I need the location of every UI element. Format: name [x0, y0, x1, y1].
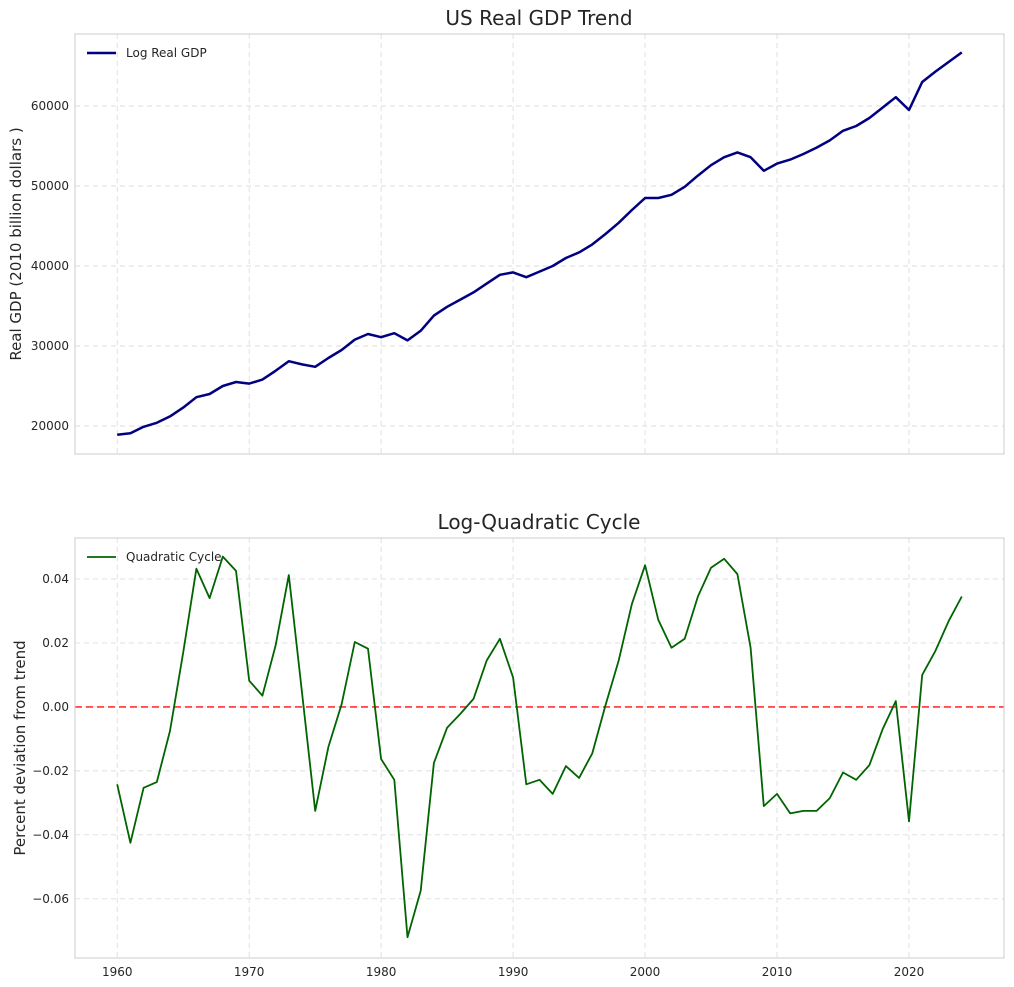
- chart-title: US Real GDP Trend: [445, 6, 632, 30]
- y-tick-label: 60000: [31, 99, 69, 113]
- x-tick-label: 1980: [366, 965, 397, 979]
- y-ticks: −0.06 −0.04 −0.02 0.00 0.02 0.04: [32, 572, 69, 906]
- series-line: [116, 555, 963, 939]
- legend-label: Log Real GDP: [126, 46, 207, 60]
- y-tick-label: 50000: [31, 179, 69, 193]
- y-tick-label: 0.02: [42, 636, 69, 650]
- y-tick-label: −0.02: [32, 764, 69, 778]
- grid: [75, 538, 1004, 958]
- y-tick-label: 40000: [31, 259, 69, 273]
- y-tick-label: 0.00: [42, 700, 69, 714]
- y-tick-label: 20000: [31, 419, 69, 433]
- grid: [75, 34, 1004, 454]
- y-ticks: 20000 30000 40000 50000 60000: [31, 99, 69, 433]
- y-tick-label: −0.04: [32, 828, 69, 842]
- series: [117, 51, 963, 437]
- legend-label: Quadratic Cycle: [126, 550, 222, 564]
- y-tick-label: 0.04: [42, 572, 69, 586]
- x-tick-label: 1970: [234, 965, 265, 979]
- plot-frame: [74, 33, 1005, 455]
- y-tick-label: 30000: [31, 339, 69, 353]
- y-tick-label: −0.06: [32, 892, 69, 906]
- x-tick-label: 2000: [630, 965, 661, 979]
- y-axis-label: Real GDP (2010 billion dollars ): [7, 127, 25, 360]
- series: [116, 555, 963, 939]
- series-line: [117, 51, 963, 437]
- legend: Log Real GDP: [87, 46, 207, 60]
- x-tick-label: 2020: [894, 965, 925, 979]
- x-tick-label: 2010: [762, 965, 793, 979]
- plot-frame: [74, 537, 1005, 959]
- x-tick-label: 1960: [102, 965, 133, 979]
- y-axis-label: Percent deviation from trend: [11, 640, 29, 855]
- gdp-trend-panel: US Real GDP Trend Real GDP (2010 billion…: [7, 6, 1005, 455]
- x-ticks: 1960 1970 1980 1990 2000 2010 2020: [102, 965, 924, 979]
- x-tick-label: 1990: [498, 965, 529, 979]
- legend: Quadratic Cycle: [87, 550, 222, 564]
- quadratic-cycle-panel: Log-Quadratic Cycle Percent deviation fr…: [11, 510, 1005, 979]
- chart-title: Log-Quadratic Cycle: [438, 510, 641, 534]
